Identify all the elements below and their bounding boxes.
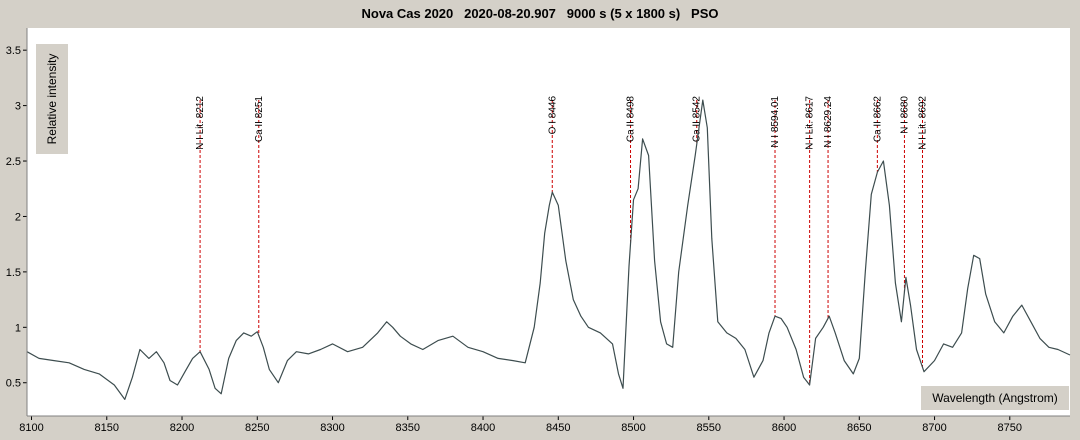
line-marker-label: Ca II 8498: [626, 96, 637, 143]
y-tick-label: 1: [15, 322, 21, 334]
spectrum-line: [26, 99, 1071, 400]
x-tick-label: 8100: [19, 422, 43, 434]
x-tick-label: 8200: [170, 422, 194, 434]
x-tick-label: 8750: [998, 422, 1022, 434]
line-marker-label: N I 8680: [899, 96, 910, 134]
x-tick-label: 8350: [396, 422, 420, 434]
x-tick-label: 8600: [772, 422, 796, 434]
x-axis-label: Wavelength (Angstrom): [921, 386, 1069, 410]
x-tick-label: 8500: [621, 422, 645, 434]
y-tick-label: 3: [15, 101, 21, 113]
line-marker-label: Ca II 8542: [692, 96, 703, 143]
x-tick-label: 8700: [922, 422, 946, 434]
y-axis-label-box: [36, 44, 68, 154]
y-tick-label: 2: [15, 211, 21, 223]
line-marker-label: N I Lit. 8212: [195, 96, 206, 150]
plot-area: [27, 28, 1070, 416]
x-tick-label: 8300: [320, 422, 344, 434]
line-marker-label: N I 8629.24: [823, 96, 834, 148]
line-marker-label: O I 8446: [547, 96, 558, 135]
x-tick-label: 8450: [546, 422, 570, 434]
y-tick-label: 3.5: [6, 45, 21, 57]
x-tick-label: 8400: [471, 422, 495, 434]
y-axis-label: Relative intensity: [45, 53, 59, 145]
x-tick-label: 8550: [697, 422, 721, 434]
y-tick-label: 0.5: [6, 378, 21, 390]
y-tick-label: 1.5: [6, 267, 21, 279]
line-marker-label: N I Lit. 8617: [805, 96, 816, 150]
line-marker-label: N I Lit. 8692: [918, 96, 929, 150]
line-marker-label: Ca II 8251: [254, 96, 265, 143]
x-tick-label: 8150: [95, 422, 119, 434]
x-tick-label: 8250: [245, 422, 269, 434]
chart-title: Nova Cas 2020 2020-08-20.907 9000 s (5 x…: [361, 6, 719, 21]
line-marker-label: Ca II 8662: [872, 96, 883, 143]
line-marker-label: N I 8594.01: [770, 96, 781, 148]
y-tick-label: 2.5: [6, 156, 21, 168]
x-tick-label: 8650: [847, 422, 871, 434]
